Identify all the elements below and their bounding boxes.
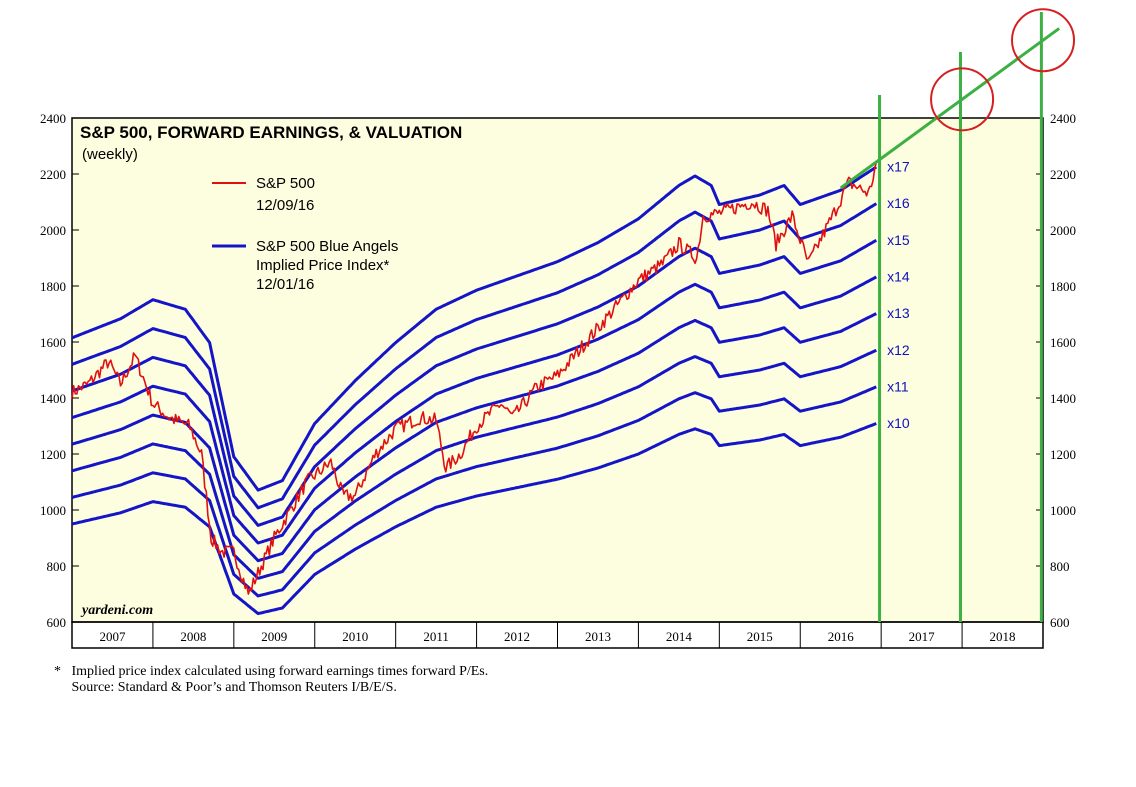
x-tick-label-2012: 2012 xyxy=(504,629,530,644)
multiple-label-x17: x17 xyxy=(887,158,910,174)
multiple-label-x10: x10 xyxy=(887,415,910,431)
legend-blue-label: S&P 500 Blue Angels xyxy=(256,238,398,255)
blue-angels-line-x12 xyxy=(71,348,877,580)
multiple-label-x14: x14 xyxy=(887,268,910,284)
watermark: yardeni.com xyxy=(80,603,153,618)
sp500-series xyxy=(71,162,878,595)
multiple-label-x13: x13 xyxy=(887,305,910,321)
green-trend-line xyxy=(839,27,1061,190)
x-tick-label-2013: 2013 xyxy=(585,629,611,644)
multiple-label-x16: x16 xyxy=(887,195,910,211)
multiple-label-x11: x11 xyxy=(887,379,909,395)
x-tick-label-2008: 2008 xyxy=(180,629,206,644)
y-tick-label-left-2000: 2000 xyxy=(40,223,66,238)
red-circle-0 xyxy=(930,67,995,132)
legend-sp500-label: S&P 500 xyxy=(256,175,315,192)
x-tick-label-2007: 2007 xyxy=(99,629,126,644)
footnote-line-1: * Implied price index calculated using f… xyxy=(54,664,489,679)
y-tick-label-left-2200: 2200 xyxy=(40,167,66,182)
x-tick-label-2018: 2018 xyxy=(990,629,1016,644)
footnote-line-2: Source: Standard & Poor’s and Thomson Re… xyxy=(54,680,397,695)
y-tick-label-right-1800: 1800 xyxy=(1050,279,1076,294)
blue-angels-lines: x10 x11 x12 x13 x14 x15 x16 x17 xyxy=(71,158,910,616)
y-tick-label-left-1600: 1600 xyxy=(40,335,66,350)
y-tick-label-right-1200: 1200 xyxy=(1050,447,1076,462)
x-tick-label-2015: 2015 xyxy=(747,629,773,644)
x-tick-label-2010: 2010 xyxy=(342,629,368,644)
chart-subtitle: (weekly) xyxy=(82,146,138,163)
sp500-line xyxy=(71,162,878,595)
y-tick-label-left-1800: 1800 xyxy=(40,279,66,294)
y-tick-label-right-2000: 2000 xyxy=(1050,223,1076,238)
multiple-label-x15: x15 xyxy=(887,232,910,248)
x-tick-label-2009: 2009 xyxy=(261,629,287,644)
red-circle-1 xyxy=(1011,8,1075,73)
x-tick-label-2011: 2011 xyxy=(423,629,449,644)
blue-angels-line-x13 xyxy=(71,312,877,563)
y-tick-label-left-1200: 1200 xyxy=(40,447,66,462)
legend-blue-label-2: Implied Price Index* xyxy=(256,257,390,274)
y-tick-label-right-1000: 1000 xyxy=(1050,503,1076,518)
x-tick-label-2017: 2017 xyxy=(909,629,936,644)
x-tick-label-2014: 2014 xyxy=(666,629,693,644)
y-tick-label-left-800: 800 xyxy=(47,559,67,574)
blue-angels-line-x14 xyxy=(71,275,878,545)
y-tick-label-right-2400: 2400 xyxy=(1050,111,1076,126)
blue-angels-line-x15 xyxy=(71,238,878,527)
x-tick-label-2016: 2016 xyxy=(828,629,855,644)
y-tick-label-right-800: 800 xyxy=(1050,559,1070,574)
y-tick-label-right-1400: 1400 xyxy=(1050,391,1076,406)
chart-title: S&P 500, FORWARD EARNINGS, & VALUATION xyxy=(80,123,462,142)
legend-sp500-date: 12/09/16 xyxy=(256,197,314,214)
multiple-label-x12: x12 xyxy=(887,342,910,358)
y-tick-label-right-2200: 2200 xyxy=(1050,167,1076,182)
blue-angels-line-x16 xyxy=(71,202,878,510)
blue-angels-line-x17 xyxy=(71,165,878,492)
green-annotations xyxy=(839,8,1075,622)
y-tick-label-left-600: 600 xyxy=(47,615,67,630)
y-tick-label-right-600: 600 xyxy=(1050,615,1070,630)
legend-blue-date: 12/01/16 xyxy=(256,276,314,293)
y-tick-label-left-1000: 1000 xyxy=(40,503,66,518)
blue-angels-line-x10 xyxy=(71,422,877,616)
y-tick-label-left-1400: 1400 xyxy=(40,391,66,406)
y-tick-label-right-1600: 1600 xyxy=(1050,335,1076,350)
y-tick-label-left-2400: 2400 xyxy=(40,111,66,126)
axes: 600 600 800 800 1000 1000 1200 1200 1400 1400 1600… xyxy=(40,111,1076,649)
